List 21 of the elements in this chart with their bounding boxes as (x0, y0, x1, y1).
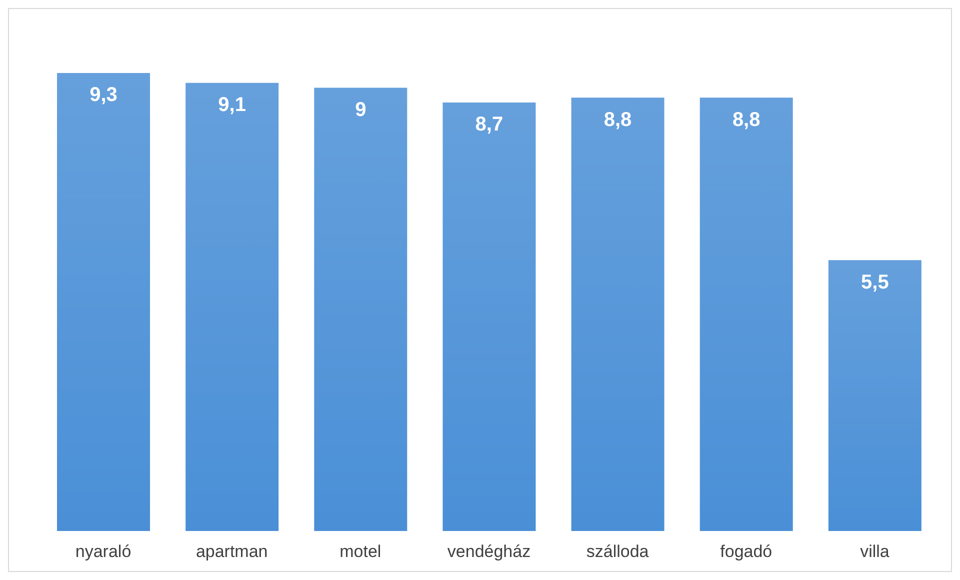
bar (57, 73, 150, 531)
x-tick-label: szálloda (586, 542, 650, 562)
bar (700, 98, 793, 531)
data-label: 8,8 (604, 108, 632, 131)
bar (828, 260, 922, 531)
x-tick-label: motel (340, 542, 382, 562)
bar (442, 102, 536, 531)
bar (314, 88, 408, 531)
data-label: 9,1 (218, 94, 246, 116)
bar (186, 82, 279, 531)
data-label: 8,8 (732, 108, 760, 131)
data-label: 5,5 (861, 271, 889, 294)
bar (571, 98, 664, 531)
data-label: 9 (355, 98, 366, 121)
x-tick-label: fogadó (720, 542, 772, 562)
x-tick-label: apartman (196, 542, 268, 562)
x-tick-label: nyaraló (75, 542, 132, 562)
x-tick-label: villa (860, 542, 890, 562)
data-label: 9,3 (90, 84, 118, 106)
data-label: 8,7 (475, 114, 504, 136)
x-tick-label: vendégház (447, 542, 531, 562)
